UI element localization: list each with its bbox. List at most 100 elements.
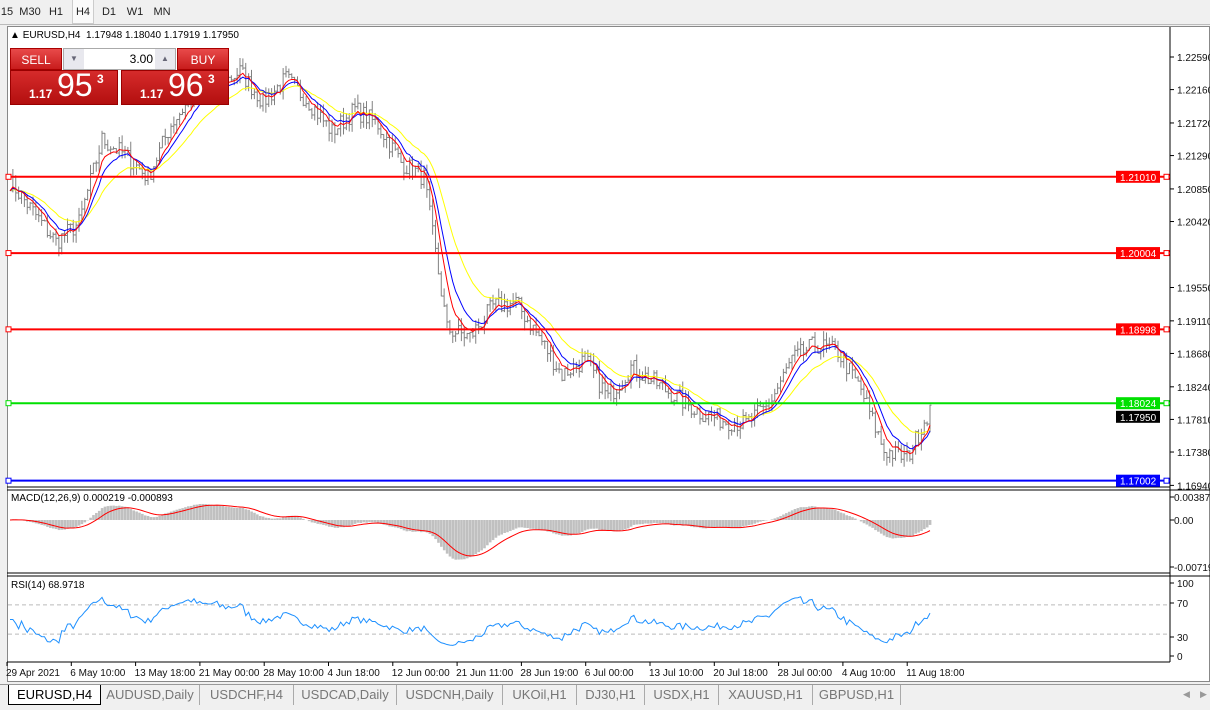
tab-eurusd-h4[interactable]: EURUSD,H4 [8,685,101,705]
ohlc-bar [137,163,141,170]
macd-bar [652,520,656,523]
ohlc-bar [528,316,532,335]
timeframe-15[interactable]: 15 [0,6,14,18]
hline-price-tag [1116,474,1160,487]
macd-bar [100,508,104,520]
ohlc-bar [51,232,55,243]
scroll-left-icon[interactable]: ◀ [1183,689,1190,699]
ohlc-bar [885,451,889,466]
ohlc-bar [439,271,443,297]
ohlc-bar [43,219,46,222]
increase-lot-icon[interactable]: ▲ [155,49,175,69]
price-tick-label: 1.17380 [1177,448,1210,459]
ohlc-bar [89,164,92,199]
ohlc-bar [600,374,604,395]
macd-bar [647,520,650,524]
macd-bar [169,511,173,520]
timeframe-D1[interactable]: D1 [101,6,117,18]
macd-bar [233,507,236,520]
buy-price[interactable]: 1.17 96 3 [121,67,229,105]
macd-bar [779,515,782,520]
line-handle-left [5,250,12,257]
tab-usdcad-daily[interactable]: USDCAD,Daily [294,685,397,705]
ohlc-bar [724,421,728,426]
ohlc-bar [97,145,101,172]
ohlc-bar [344,113,348,131]
ohlc-bar [382,133,386,148]
macd-bar [560,520,564,536]
macd-bar [836,511,840,520]
macd-bar [405,520,409,532]
macd-bar [385,520,389,526]
price-tick-label: 1.16940 [1177,481,1210,492]
price-tick-label: 1.21720 [1177,119,1210,130]
buy-button[interactable]: BUY [177,48,229,70]
hline-price-tag [1116,170,1160,183]
timeframe-W1[interactable]: W1 [126,6,144,18]
ohlc-bar [888,448,892,463]
rsi-label: RSI(14) 68.9718 [11,580,85,591]
macd-bar [612,520,616,532]
macd-bar [442,520,446,551]
lot-size-input[interactable] [85,49,155,69]
macd-bar [488,520,492,543]
timeframe-H1[interactable]: H1 [48,6,64,18]
timeframe-H4[interactable]: H4 [72,0,94,24]
macd-bar [417,520,420,532]
macd-bar [253,512,256,520]
tab-dj30-h1[interactable]: DJ30,H1 [577,685,645,705]
tab-ukoil-h1[interactable]: UKOil,H1 [503,685,577,705]
tab-usdchf-h4[interactable]: USDCHF,H4 [200,685,294,705]
timeframe-MN[interactable]: MN [153,6,171,18]
hline-price-tag [1116,323,1160,336]
macd-bar [805,507,808,520]
tab-usdx-h1[interactable]: USDX,H1 [645,685,719,705]
ohlc-bar [158,142,161,162]
macd-bar [149,517,153,520]
macd-bar [555,520,558,535]
macd-bar [192,504,196,520]
macd-bar [563,520,567,536]
ohlc-bar [454,331,458,342]
decrease-lot-icon[interactable]: ▼ [64,49,84,69]
sell-button[interactable]: SELL [10,48,62,70]
ohlc-bar [163,128,167,146]
one-click-trading-panel: SELL ▼ ▲ BUY 1.17 95 3 1.17 96 3 [10,48,230,105]
macd-bar [281,517,285,520]
macd-bar [316,520,320,524]
ohlc-bar [356,94,360,110]
buy-price-prefix: 1.17 [140,87,164,101]
ohlc-bar [241,58,245,70]
macd-bar [862,520,866,524]
ohlc-bar [753,404,757,427]
ohlc-bar [465,332,469,340]
ohlc-bar [63,230,67,243]
macd-bar [914,520,918,534]
macd-bar [284,516,288,520]
macd-bar [882,520,886,536]
tab-gbpusd-h1[interactable]: GBPUSD,H1 [813,685,901,705]
ohlc-bar [517,296,521,301]
tab-xauusd-h1[interactable]: XAUUSD,H1 [719,685,813,705]
sell-price-prefix: 1.17 [29,87,53,101]
macd-bar [356,520,360,523]
ohlc-bar [181,108,184,116]
macd-bar [759,520,762,522]
tab-audusd-daily[interactable]: AUDUSD,Daily [101,685,200,705]
sell-price[interactable]: 1.17 95 3 [10,67,118,105]
timeframe-M30[interactable]: M30 [19,6,41,18]
ohlc-bar [825,332,828,353]
collapse-triangle-icon[interactable]: ▲ [10,30,20,41]
macd-bar [741,520,745,527]
ohlc-bar [247,73,251,92]
ohlc-bar [796,341,800,357]
scroll-right-icon[interactable]: ▶ [1200,689,1207,699]
macd-bar [89,517,92,520]
macd-bar [256,514,259,520]
tab-usdcnh-daily[interactable]: USDCNH,Daily [397,685,503,705]
macd-bar [908,520,912,537]
ohlc-bar [899,444,903,464]
buy-price-pips: 96 [168,67,204,103]
ohlc-bar [436,242,440,275]
